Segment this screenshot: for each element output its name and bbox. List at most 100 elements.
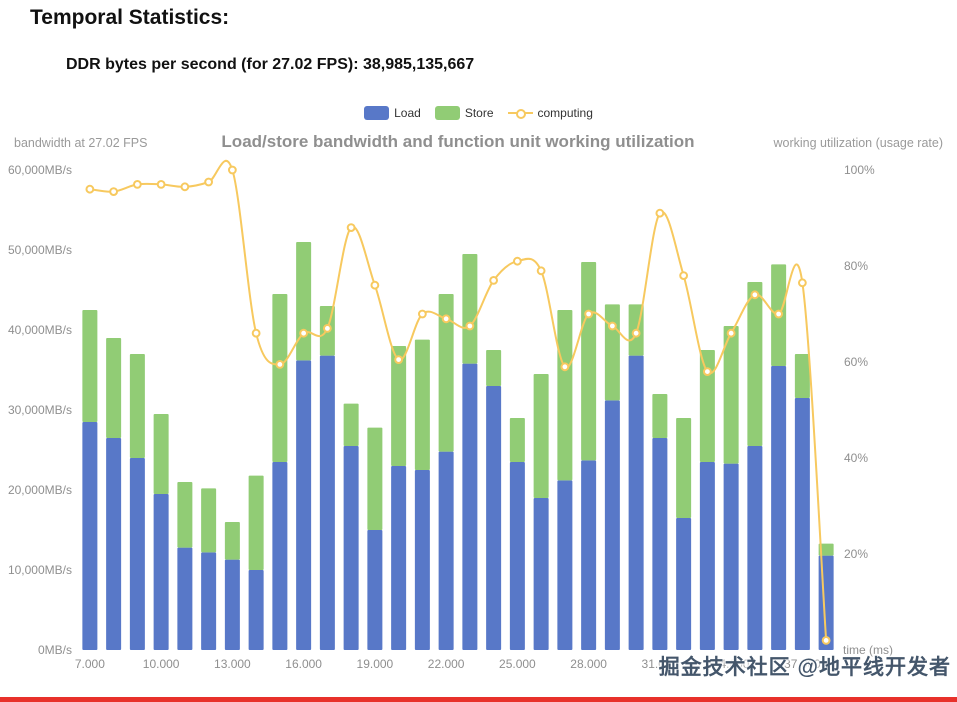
computing-marker[interactable] [655, 208, 665, 218]
bar-load[interactable] [153, 494, 169, 650]
bar-load[interactable] [82, 422, 98, 650]
bar-load[interactable] [557, 480, 573, 650]
bar-load[interactable] [296, 360, 312, 650]
bar-load[interactable] [201, 552, 217, 650]
legend-item-computing[interactable]: computing [507, 106, 593, 120]
legend-item-store[interactable]: Store [434, 106, 494, 120]
computing-marker[interactable] [750, 290, 760, 300]
computing-marker[interactable] [85, 184, 95, 194]
left-axis-tick: 10,000MB/s [8, 563, 72, 577]
computing-marker[interactable] [797, 278, 807, 288]
computing-marker[interactable] [156, 180, 166, 189]
bar-store[interactable] [676, 418, 692, 518]
bar-store[interactable] [533, 374, 549, 498]
computing-marker[interactable] [702, 367, 712, 377]
bar-store[interactable] [794, 354, 810, 398]
bar-load[interactable] [771, 366, 787, 650]
computing-marker[interactable] [584, 309, 594, 319]
bar-load[interactable] [747, 446, 763, 650]
bar-store[interactable] [581, 262, 597, 461]
computing-marker[interactable] [370, 280, 380, 290]
bar-load[interactable] [652, 438, 668, 650]
computing-marker[interactable] [560, 362, 570, 372]
bar-load[interactable] [177, 547, 193, 650]
bar-store[interactable] [652, 394, 668, 438]
bar-load[interactable] [129, 458, 145, 650]
computing-marker[interactable] [299, 328, 309, 338]
bar-load[interactable] [699, 462, 715, 650]
bar-load[interactable] [438, 451, 454, 650]
bar-store[interactable] [129, 354, 145, 458]
computing-marker[interactable] [726, 328, 736, 338]
bar-store[interactable] [486, 350, 502, 386]
bar-store[interactable] [818, 543, 834, 556]
bar-store[interactable] [391, 346, 407, 466]
bar-store[interactable] [153, 414, 169, 494]
bar-load[interactable] [676, 518, 692, 650]
bar-store[interactable] [723, 326, 739, 464]
bar-load[interactable] [106, 438, 122, 650]
bar-store[interactable] [604, 304, 620, 401]
bar-load[interactable] [533, 498, 549, 650]
computing-marker[interactable] [607, 321, 617, 331]
computing-marker[interactable] [821, 636, 831, 645]
bar-load[interactable] [391, 466, 407, 650]
bar-load[interactable] [581, 460, 597, 650]
computing-marker[interactable] [512, 256, 522, 266]
computing-marker[interactable] [536, 266, 546, 276]
bar-load[interactable] [486, 386, 502, 650]
computing-marker[interactable] [109, 187, 119, 197]
bar-load[interactable] [509, 462, 525, 650]
bar-store[interactable] [296, 242, 312, 361]
bar-load[interactable] [462, 363, 478, 650]
bar-store[interactable] [462, 254, 478, 364]
bar-load[interactable] [414, 470, 430, 650]
bar-store[interactable] [272, 294, 288, 462]
computing-marker[interactable] [465, 321, 475, 331]
bar-store[interactable] [177, 482, 193, 548]
bar-load[interactable] [272, 462, 288, 650]
bar-load[interactable] [723, 463, 739, 650]
load-swatch-icon [364, 106, 390, 120]
bar-load[interactable] [319, 355, 335, 650]
bar-load[interactable] [604, 400, 620, 650]
left-axis-tick: 60,000MB/s [8, 163, 72, 177]
bar-load[interactable] [628, 355, 644, 650]
bar-store[interactable] [557, 310, 573, 481]
computing-marker[interactable] [489, 276, 499, 285]
computing-marker[interactable] [394, 355, 404, 365]
bar-store[interactable] [699, 350, 715, 462]
computing-marker[interactable] [346, 223, 356, 233]
bar-store[interactable] [414, 339, 430, 470]
bar-load[interactable] [794, 398, 810, 650]
bar-store[interactable] [509, 418, 525, 462]
computing-marker[interactable] [322, 324, 332, 333]
computing-marker[interactable] [132, 180, 142, 189]
computing-marker[interactable] [180, 182, 190, 192]
computing-marker[interactable] [251, 328, 261, 338]
bar-load[interactable] [343, 446, 359, 650]
bar-load[interactable] [224, 559, 240, 650]
computing-marker[interactable] [227, 165, 237, 175]
bar-store[interactable] [438, 294, 454, 452]
computing-marker[interactable] [441, 314, 451, 324]
computing-marker[interactable] [417, 309, 427, 319]
bar-store[interactable] [82, 310, 98, 422]
bar-load[interactable] [248, 570, 264, 650]
bar-store[interactable] [201, 488, 217, 553]
legend-item-load[interactable]: Load [364, 106, 421, 120]
bar-store[interactable] [367, 427, 383, 530]
bar-load[interactable] [367, 530, 383, 650]
computing-marker[interactable] [774, 309, 784, 319]
computing-marker[interactable] [275, 360, 285, 369]
bar-store[interactable] [343, 403, 359, 446]
bar-store[interactable] [106, 338, 122, 438]
left-axis-tick: 40,000MB/s [8, 323, 72, 337]
computing-marker[interactable] [631, 328, 641, 338]
bar-store[interactable] [747, 282, 763, 446]
computing-marker[interactable] [679, 271, 689, 281]
bar-store[interactable] [224, 522, 240, 560]
computing-marker[interactable] [204, 177, 214, 187]
bar-store[interactable] [248, 475, 264, 570]
